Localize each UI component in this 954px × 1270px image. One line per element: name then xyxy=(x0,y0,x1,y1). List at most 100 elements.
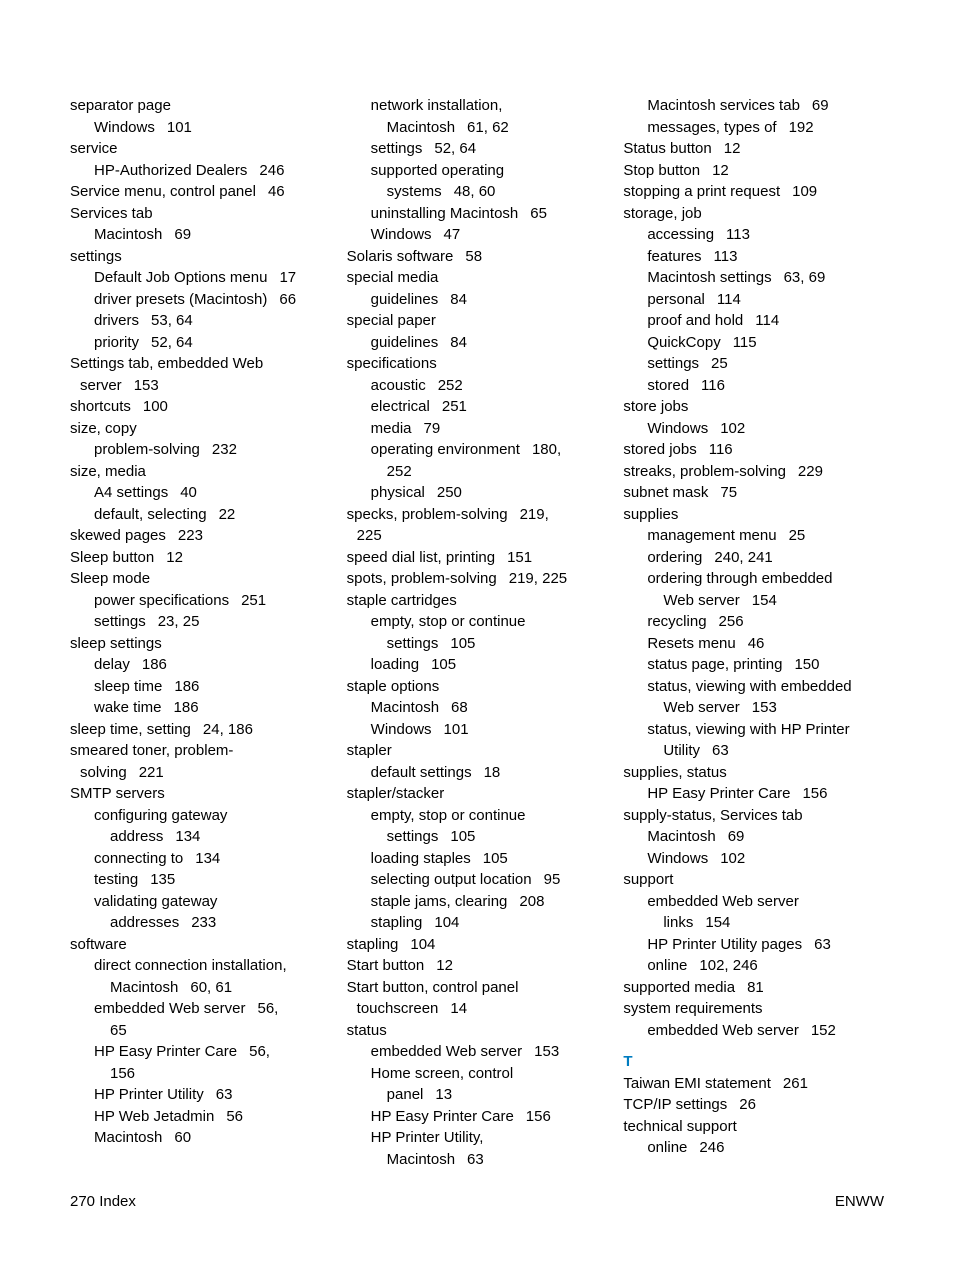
entry-page: 153 xyxy=(134,375,159,397)
entry-text: settings xyxy=(94,613,146,630)
index-entry: software xyxy=(70,934,331,956)
index-entry: proof and hold114 xyxy=(623,310,884,332)
index-entry: size, copy xyxy=(70,418,331,440)
index-entry: online102, 246 xyxy=(623,955,884,977)
index-entry: settings52, 64 xyxy=(347,138,608,160)
index-entry: HP-Authorized Dealers246 xyxy=(70,160,331,182)
index-entry: stapler/stacker xyxy=(347,783,608,805)
index-entry: status page, printing150 xyxy=(623,654,884,676)
index-entry: supported operating xyxy=(347,160,608,182)
entry-text: Windows xyxy=(647,420,708,437)
index-entry: Macintosh69 xyxy=(70,224,331,246)
entry-text: embedded Web server xyxy=(371,1043,522,1060)
entry-text: service xyxy=(70,140,118,157)
entry-text: Settings tab, embedded Web xyxy=(70,355,263,372)
index-entry: subnet mask75 xyxy=(623,482,884,504)
index-entry: testing135 xyxy=(70,869,331,891)
entry-text: Web server xyxy=(663,592,739,609)
index-entry: 65 xyxy=(70,1020,331,1042)
entry-text: systems xyxy=(387,183,442,200)
entry-page: 69 xyxy=(728,826,745,848)
entry-text: testing xyxy=(94,871,138,888)
entry-page: 75 xyxy=(720,482,737,504)
index-entry: Stop button12 xyxy=(623,160,884,182)
index-entry: technical support xyxy=(623,1116,884,1138)
entry-text: Macintosh xyxy=(94,1129,162,1146)
index-entry: guidelines84 xyxy=(347,332,608,354)
index-entry: Macintosh settings63, 69 xyxy=(623,267,884,289)
entry-text: specks, problem-solving xyxy=(347,506,508,523)
entry-text: separator page xyxy=(70,97,171,114)
entry-page: 104 xyxy=(410,934,435,956)
entry-text: stopping a print request xyxy=(623,183,780,200)
entry-page: 105 xyxy=(450,826,475,848)
index-entry: Windows101 xyxy=(347,719,608,741)
entry-text: embedded Web server xyxy=(647,1022,798,1039)
entry-text: empty, stop or continue xyxy=(371,613,526,630)
index-entry: 225 xyxy=(347,525,608,547)
entry-text: Sleep mode xyxy=(70,570,150,587)
entry-text: acoustic xyxy=(371,377,426,394)
entry-text: Windows xyxy=(371,226,432,243)
entry-page: 134 xyxy=(195,848,220,870)
entry-text: direct connection installation, xyxy=(94,957,287,974)
index-entry: size, media xyxy=(70,461,331,483)
entry-page: 261 xyxy=(783,1073,808,1095)
index-entry: Settings tab, embedded Web xyxy=(70,353,331,375)
index-entry: settings105 xyxy=(347,826,608,848)
index-entry: features113 xyxy=(623,246,884,268)
index-entry: specifications xyxy=(347,353,608,375)
entry-text: SMTP servers xyxy=(70,785,165,802)
index-entry: HP Web Jetadmin56 xyxy=(70,1106,331,1128)
entry-text: HP Web Jetadmin xyxy=(94,1108,214,1125)
entry-page: 100 xyxy=(143,396,168,418)
entry-page: 113 xyxy=(726,224,750,246)
entry-text: Macintosh xyxy=(110,979,178,996)
entry-page: 46 xyxy=(268,181,285,203)
index-entry: Start button12 xyxy=(347,955,608,977)
index-entry: electrical251 xyxy=(347,396,608,418)
index-entry: empty, stop or continue xyxy=(347,805,608,827)
entry-text: accessing xyxy=(647,226,714,243)
entry-page: 233 xyxy=(191,912,216,934)
entry-text: software xyxy=(70,936,127,953)
index-entry: Services tab xyxy=(70,203,331,225)
entry-page: 252 xyxy=(438,375,463,397)
entry-text: smeared toner, problem- xyxy=(70,742,233,759)
index-entry: guidelines84 xyxy=(347,289,608,311)
entry-text: management menu xyxy=(647,527,776,544)
entry-text: spots, problem-solving xyxy=(347,570,497,587)
entry-page: 23, 25 xyxy=(158,611,200,633)
index-entry: Macintosh60, 61 xyxy=(70,977,331,999)
index-entry: staple jams, clearing208 xyxy=(347,891,608,913)
entry-text: messages, types of xyxy=(647,119,776,136)
index-entry: Windows102 xyxy=(623,848,884,870)
entry-text: Resets menu xyxy=(647,635,735,652)
index-columns: separator page Windows101 service HP-Author… xyxy=(70,95,884,1170)
entry-text: sleep settings xyxy=(70,635,162,652)
entry-text: sleep time xyxy=(94,678,162,695)
index-entry: operating environment180, xyxy=(347,439,608,461)
entry-page: 221 xyxy=(139,762,164,784)
index-entry: Resets menu46 xyxy=(623,633,884,655)
entry-page: 251 xyxy=(241,590,266,612)
index-entry: system requirements xyxy=(623,998,884,1020)
index-entry: Home screen, control xyxy=(347,1063,608,1085)
entry-page: 223 xyxy=(178,525,203,547)
entry-text: specifications xyxy=(347,355,437,372)
index-entry: accessing 113 xyxy=(623,224,884,246)
entry-text: Utility xyxy=(663,742,700,759)
entry-page: 95 xyxy=(544,869,561,891)
index-entry: Utility63 xyxy=(623,740,884,762)
entry-page: 13 xyxy=(435,1084,452,1106)
entry-text: Macintosh xyxy=(387,119,455,136)
entry-text: settings xyxy=(387,635,439,652)
entry-page: 109 xyxy=(792,181,817,203)
index-entry: stapling104 xyxy=(347,912,608,934)
entry-page: 219, 225 xyxy=(509,568,567,590)
index-entry: panel13 xyxy=(347,1084,608,1106)
entry-text: Macintosh services tab xyxy=(647,97,800,114)
index-entry: embedded Web server56, xyxy=(70,998,331,1020)
entry-text: settings xyxy=(371,140,423,157)
entry-page: 153 xyxy=(534,1041,559,1063)
